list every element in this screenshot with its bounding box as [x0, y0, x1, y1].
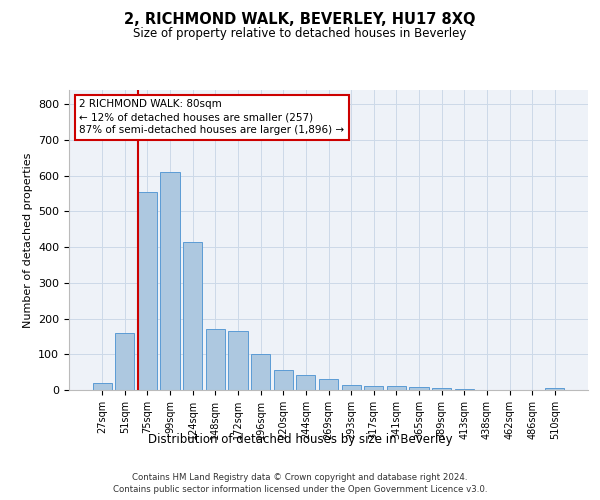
Text: Contains public sector information licensed under the Open Government Licence v3: Contains public sector information licen…	[113, 485, 487, 494]
Y-axis label: Number of detached properties: Number of detached properties	[23, 152, 32, 328]
Text: 2, RICHMOND WALK, BEVERLEY, HU17 8XQ: 2, RICHMOND WALK, BEVERLEY, HU17 8XQ	[124, 12, 476, 28]
Bar	[160, 172, 180, 390]
Text: Contains HM Land Registry data © Crown copyright and database right 2024.: Contains HM Land Registry data © Crown c…	[132, 472, 468, 482]
Bar	[455, 388, 474, 390]
Text: Distribution of detached houses by size in Beverley: Distribution of detached houses by size …	[148, 432, 452, 446]
Bar	[319, 378, 338, 390]
Bar	[545, 388, 565, 390]
Bar	[206, 330, 225, 390]
Bar	[296, 375, 316, 390]
Bar	[115, 333, 134, 390]
Bar	[251, 354, 270, 390]
Bar	[364, 386, 383, 390]
Bar	[432, 388, 451, 390]
Text: Size of property relative to detached houses in Beverley: Size of property relative to detached ho…	[133, 28, 467, 40]
Bar	[387, 386, 406, 390]
Bar	[92, 383, 112, 390]
Bar	[274, 370, 293, 390]
Bar	[138, 192, 157, 390]
Bar	[183, 242, 202, 390]
Bar	[229, 331, 248, 390]
Text: 2 RICHMOND WALK: 80sqm
← 12% of detached houses are smaller (257)
87% of semi-de: 2 RICHMOND WALK: 80sqm ← 12% of detached…	[79, 99, 344, 136]
Bar	[341, 384, 361, 390]
Bar	[409, 387, 428, 390]
